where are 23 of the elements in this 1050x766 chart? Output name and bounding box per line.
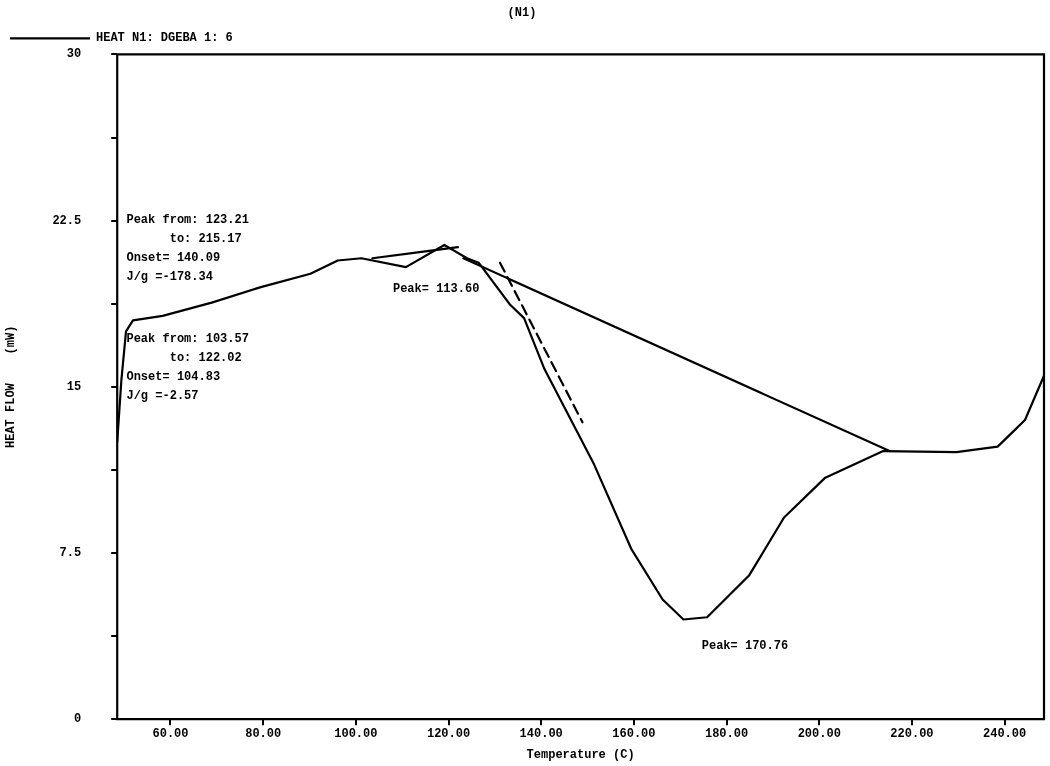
annotation: Peak= 170.76 [701, 639, 789, 654]
y-tick-label: 15 [66, 379, 82, 394]
x-tick-label: 240.00 [983, 727, 1027, 742]
x-tick-label: 80.00 [245, 727, 282, 742]
x-tick-label: 180.00 [704, 727, 749, 742]
x-tick-label: 100.00 [334, 727, 378, 742]
chart-title: (N1) [507, 6, 537, 21]
y-tick-label: 22.5 [52, 213, 82, 228]
annotation: Peak from: 123.21 to: 215.17 Onset= 140.09 J/g =-178.34 [126, 212, 249, 284]
x-tick-label: 200.00 [797, 727, 841, 742]
x-tick-label: 60.00 [152, 727, 189, 742]
annotation: Peak= 113.60 [392, 281, 480, 296]
text: HEAT N1: DGEBA 1: 6 [96, 31, 233, 46]
x-tick-label: 120.00 [426, 727, 471, 742]
y-tick-label: 7.5 [59, 546, 82, 561]
x-tick-label: 140.00 [519, 727, 563, 742]
x-axis-title: Temperature (C) [526, 747, 635, 762]
y-tick-label: 0 [74, 712, 82, 727]
x-tick-label: 160.00 [612, 727, 656, 742]
y-tick-label: 30 [66, 47, 82, 62]
annotation: Peak from: 103.57 to: 122.02 Onset= 104.83 J/g =-2.57 [126, 332, 249, 404]
y-axis-title: HEAT FLOW (mW) [4, 325, 19, 449]
x-tick-label: 220.00 [890, 727, 934, 742]
